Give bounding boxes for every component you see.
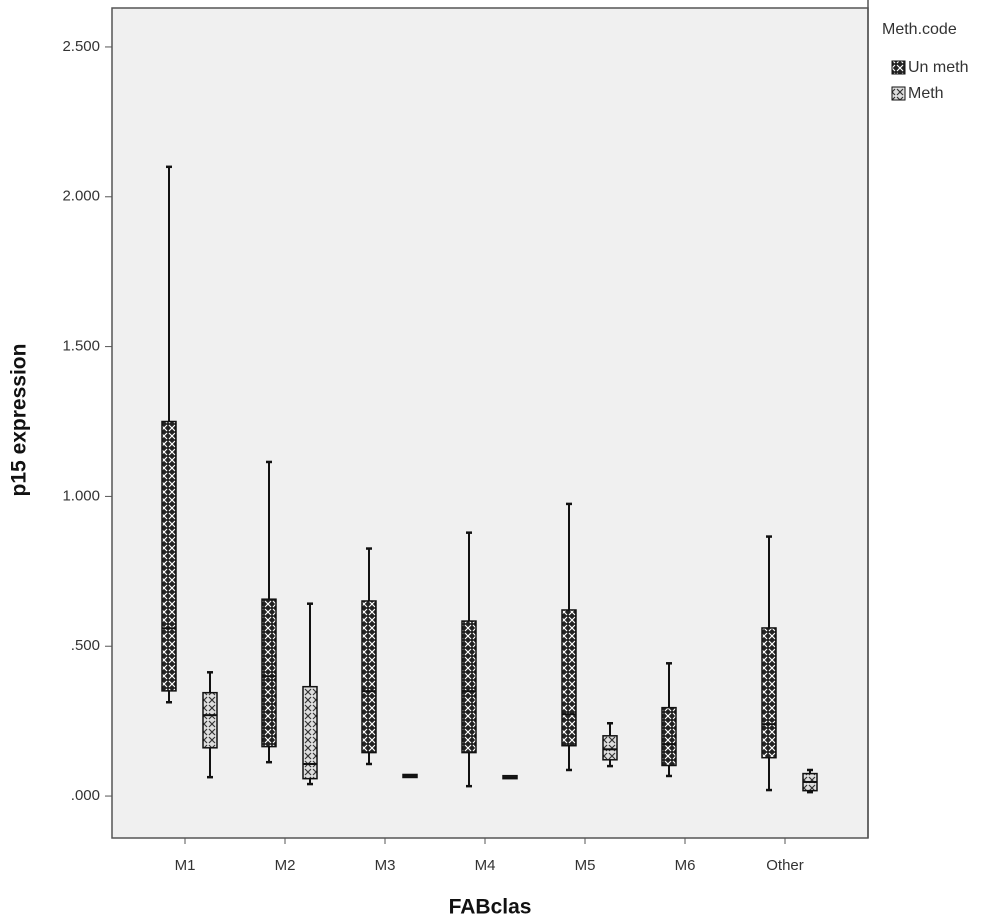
- box: [602, 735, 618, 761]
- box: [161, 420, 177, 692]
- y-tick-label: 2.000: [62, 188, 100, 205]
- box: [302, 685, 318, 780]
- x-tick-label: M6: [675, 857, 696, 874]
- y-tick-label: 1.000: [62, 487, 100, 504]
- legend-swatch: [891, 86, 906, 101]
- plot-area: [111, 7, 869, 839]
- y-tick-label: 2.500: [62, 38, 100, 55]
- box: [461, 620, 477, 754]
- legend-swatch: [891, 60, 906, 75]
- x-tick-label: Other: [766, 857, 804, 874]
- y-tick-label: .500: [71, 637, 100, 654]
- x-tick-label: M1: [175, 857, 196, 874]
- legend-label: Un meth: [908, 59, 968, 76]
- box: [261, 598, 277, 748]
- x-tick-label: M5: [575, 857, 596, 874]
- legend-label: Meth: [908, 85, 944, 102]
- y-axis-title: p15 expression: [8, 344, 31, 497]
- box: [202, 691, 218, 749]
- box: [761, 627, 777, 759]
- box: [361, 600, 377, 754]
- box: [661, 706, 677, 767]
- x-tick-label: M3: [375, 857, 396, 874]
- box: [561, 609, 577, 747]
- x-axis-title: FABclas: [449, 896, 532, 919]
- y-tick-label: 1.500: [62, 338, 100, 355]
- y-tick-label: .000: [71, 787, 100, 804]
- x-tick-label: M4: [475, 857, 496, 874]
- x-tick-label: M2: [275, 857, 296, 874]
- legend-title: Meth.code: [882, 21, 957, 38]
